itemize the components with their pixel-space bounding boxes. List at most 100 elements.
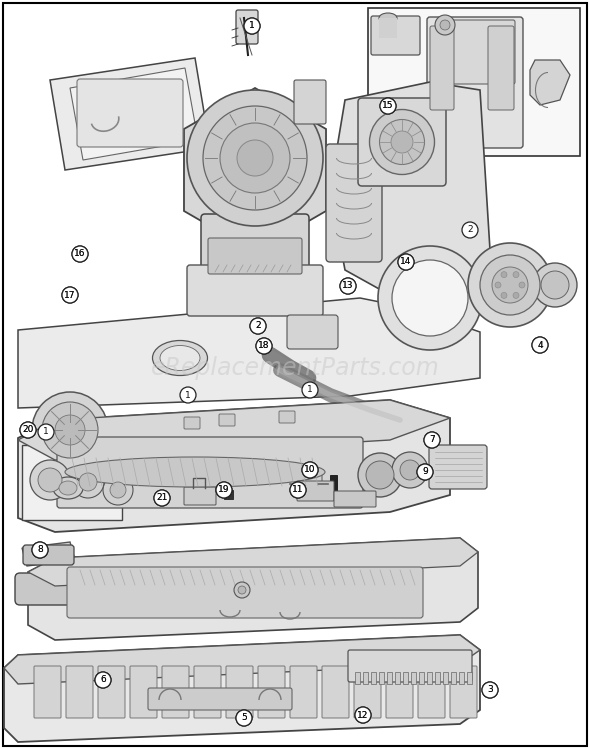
Text: 2: 2 [467,225,473,234]
Circle shape [290,482,306,498]
FancyBboxPatch shape [148,688,292,710]
FancyBboxPatch shape [290,666,317,718]
Circle shape [32,542,48,558]
Bar [355,672,360,684]
Polygon shape [28,538,478,640]
Ellipse shape [391,131,413,153]
Bar [224,490,233,499]
Bar [403,672,408,684]
Circle shape [95,672,111,688]
FancyBboxPatch shape [371,16,420,55]
Circle shape [424,432,440,448]
Circle shape [42,402,98,458]
Circle shape [244,18,260,34]
Polygon shape [50,58,210,170]
Ellipse shape [65,457,325,487]
FancyBboxPatch shape [162,666,189,718]
Bar [459,672,464,684]
FancyBboxPatch shape [194,666,221,718]
Circle shape [95,672,111,688]
Text: 3: 3 [487,685,493,694]
Text: 2: 2 [255,321,261,330]
Circle shape [400,460,420,480]
FancyBboxPatch shape [279,411,295,423]
Text: 8: 8 [37,545,43,554]
FancyBboxPatch shape [258,666,285,718]
Circle shape [62,287,78,303]
Circle shape [203,106,307,210]
Text: 19: 19 [218,485,230,494]
FancyBboxPatch shape [57,437,363,508]
Polygon shape [18,400,450,532]
Text: 15: 15 [382,102,394,111]
Circle shape [392,452,428,488]
Circle shape [302,382,318,398]
Circle shape [482,682,498,698]
Circle shape [495,282,501,288]
FancyBboxPatch shape [430,26,454,110]
Text: 4: 4 [537,341,543,350]
Circle shape [30,460,70,500]
Circle shape [417,464,433,480]
Text: 20: 20 [22,425,34,434]
Text: 7: 7 [429,435,435,444]
Circle shape [340,278,356,294]
Circle shape [110,482,126,498]
Circle shape [250,318,266,334]
Circle shape [216,482,232,498]
Text: 6: 6 [100,676,106,685]
Polygon shape [70,68,198,160]
Circle shape [355,707,371,723]
Circle shape [72,246,88,262]
Circle shape [541,271,569,299]
Circle shape [72,466,104,498]
Text: 14: 14 [400,258,412,267]
FancyBboxPatch shape [208,238,302,274]
Polygon shape [530,60,570,105]
Circle shape [236,710,252,726]
FancyBboxPatch shape [294,80,326,124]
Circle shape [38,468,62,492]
Text: 2: 2 [255,321,261,330]
Circle shape [62,287,78,303]
FancyBboxPatch shape [488,26,514,110]
Text: 1: 1 [185,390,191,399]
Circle shape [533,263,577,307]
Ellipse shape [379,13,397,23]
Text: 11: 11 [292,485,304,494]
Circle shape [238,586,246,594]
FancyBboxPatch shape [427,17,523,148]
Circle shape [236,710,252,726]
Circle shape [440,20,450,30]
FancyBboxPatch shape [23,545,74,565]
Text: 10: 10 [304,465,316,475]
FancyBboxPatch shape [98,666,125,718]
Text: 18: 18 [258,342,270,351]
Text: 7: 7 [429,435,435,444]
FancyBboxPatch shape [236,10,258,44]
Text: 6: 6 [100,676,106,685]
Circle shape [482,682,498,698]
Text: 12: 12 [358,711,369,720]
Circle shape [501,292,507,298]
Circle shape [154,490,170,506]
FancyBboxPatch shape [67,567,423,618]
Text: 15: 15 [382,102,394,111]
Bar [379,18,397,38]
FancyBboxPatch shape [386,666,413,718]
Polygon shape [4,635,480,742]
Text: 3: 3 [487,685,493,694]
Circle shape [355,707,371,723]
FancyBboxPatch shape [184,417,200,429]
Circle shape [32,392,108,468]
Text: 5: 5 [241,714,247,723]
Polygon shape [18,298,480,408]
FancyBboxPatch shape [15,573,75,605]
Bar [443,672,448,684]
Circle shape [392,260,468,336]
Bar [411,672,416,684]
Bar [427,672,432,684]
Circle shape [234,582,250,598]
Text: 1: 1 [249,22,255,31]
Circle shape [180,387,196,403]
